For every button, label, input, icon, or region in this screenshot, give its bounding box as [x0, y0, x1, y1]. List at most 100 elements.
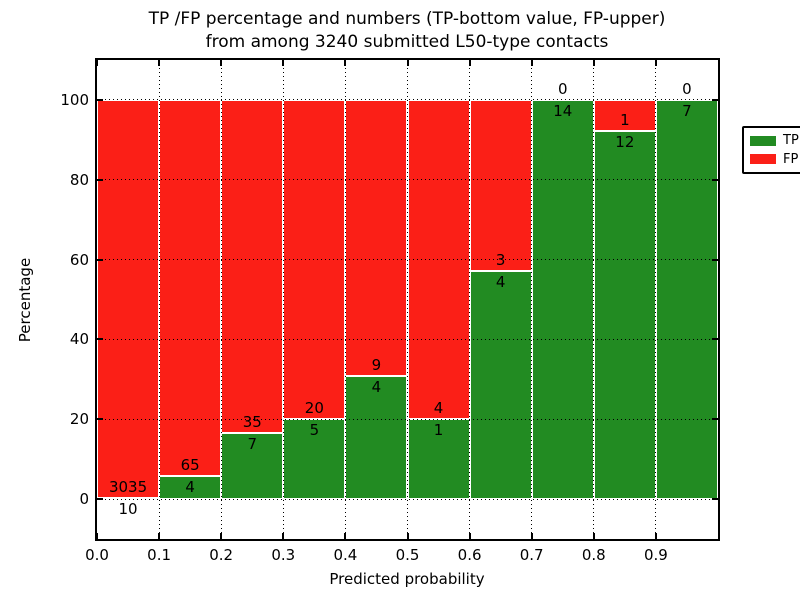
tp-count-label: 10: [118, 499, 138, 518]
fp-bar-segment: [97, 99, 160, 498]
x-tick: [654, 533, 657, 539]
legend: TP FP: [742, 126, 800, 174]
y-tick-label: 80: [69, 170, 89, 189]
fp-bar-segment: [345, 99, 408, 377]
x-tick-label: 0.3: [271, 546, 296, 564]
y-tick: [97, 418, 103, 421]
x-tick-top: [592, 60, 595, 66]
tp-count-label: 12: [615, 132, 635, 151]
x-tick-label: 0.5: [395, 546, 420, 564]
x-tick-top: [96, 60, 98, 66]
tp-count-label: 1: [433, 421, 444, 440]
y-tick: [97, 178, 103, 181]
x-gridline: [158, 60, 160, 539]
y-tick-label: 100: [60, 90, 89, 109]
fp-bar-segment: [221, 99, 284, 433]
chart-title-line2: from among 3240 submitted L50-type conta…: [205, 32, 609, 52]
tp-count-label: 4: [371, 378, 382, 397]
y-tick-label: 20: [69, 410, 89, 429]
fp-count-label: 3: [495, 250, 506, 269]
y-tick: [97, 498, 103, 501]
x-gridline: [220, 60, 222, 539]
legend-label-tp: TP: [783, 133, 799, 149]
x-tick-top: [468, 60, 471, 66]
y-tick-label: 0: [79, 490, 89, 509]
legend-item-fp: FP: [750, 152, 800, 167]
y-gridline: [97, 99, 718, 101]
y-gridline: [97, 418, 718, 420]
x-tick-label: 0.2: [209, 546, 234, 564]
y-tick-label: 40: [69, 330, 89, 349]
y-axis-label: Percentage: [16, 257, 34, 343]
legend-item-tp: TP: [750, 133, 800, 148]
fp-count-label: 9: [371, 356, 382, 375]
y-tick: [97, 258, 103, 261]
y-tick-right: [712, 338, 718, 341]
y-tick-right: [712, 98, 718, 101]
y-gridline: [97, 498, 718, 500]
y-gridline: [97, 338, 718, 340]
y-gridline: [97, 259, 718, 261]
x-tick-label: 0.9: [643, 546, 668, 564]
fp-count-label: 1: [620, 110, 630, 129]
x-tick-top: [282, 60, 285, 66]
fp-count-label: 35: [242, 412, 262, 431]
tp-bar-segment: [531, 99, 594, 500]
x-tick: [530, 533, 533, 539]
fp-count-label: 0: [557, 79, 568, 98]
x-gridline: [282, 60, 284, 539]
x-gridline: [469, 60, 471, 539]
x-tick-label: 0.1: [147, 546, 172, 564]
x-tick: [158, 533, 161, 539]
x-tick-top: [158, 60, 161, 66]
x-tick-top: [530, 60, 533, 66]
x-tick-top: [220, 60, 223, 66]
x-tick: [592, 533, 595, 539]
x-tick-top: [654, 60, 657, 66]
x-tick-top: [344, 60, 347, 66]
x-gridline: [407, 60, 408, 539]
tp-count-label: 5: [309, 421, 320, 440]
tp-swatch-icon: [750, 135, 776, 146]
x-tick: [468, 533, 471, 539]
tp-count-label: 4: [495, 272, 506, 291]
fp-swatch-icon: [750, 154, 776, 165]
fp-count-label: 3035: [108, 477, 148, 496]
fp-count-label: 4: [433, 399, 444, 418]
y-tick: [97, 98, 103, 101]
y-tick-right: [712, 418, 718, 421]
fp-bar-segment: [469, 99, 532, 271]
y-tick-label: 60: [69, 250, 89, 269]
x-tick-label: 0.8: [581, 546, 606, 564]
x-tick-label: 0.4: [333, 546, 358, 564]
x-gridline: [655, 60, 657, 539]
fp-bar-segment: [593, 99, 656, 131]
x-axis-label: Predicted probability: [329, 570, 485, 588]
tp-count-label: 14: [553, 101, 573, 120]
tp-count-label: 4: [185, 477, 195, 496]
x-tick: [96, 533, 98, 539]
y-gridline: [97, 179, 718, 181]
legend-label-fp: FP: [783, 151, 799, 167]
tp-count-label: 7: [247, 434, 258, 453]
x-gridline: [344, 60, 346, 539]
x-tick-label: 0.6: [457, 546, 482, 564]
chart-title: TP /FP percentage and numbers (TP-bottom…: [57, 8, 757, 54]
tp-bar-segment: [159, 475, 222, 500]
x-gridline: [531, 60, 533, 539]
y-tick: [97, 338, 103, 341]
tp-bar-segment: [469, 270, 532, 500]
x-gridline: [593, 60, 595, 539]
plot-area: TP FP 3035 10 65 4 35 7 20 5 9 4 4 1 3 4 0 14 1 12 0 7: [95, 58, 800, 541]
tp-bar-segment: [345, 376, 408, 500]
tp-count-label: 7: [682, 101, 692, 120]
fp-count-label: 0: [682, 79, 692, 98]
x-tick: [282, 533, 285, 539]
y-tick-right: [712, 178, 718, 181]
x-tick-label: 0.7: [519, 546, 544, 564]
x-tick: [344, 533, 347, 539]
x-tick: [406, 533, 409, 539]
tp-bar-segment: [593, 130, 656, 500]
fp-count-label: 65: [180, 455, 200, 474]
